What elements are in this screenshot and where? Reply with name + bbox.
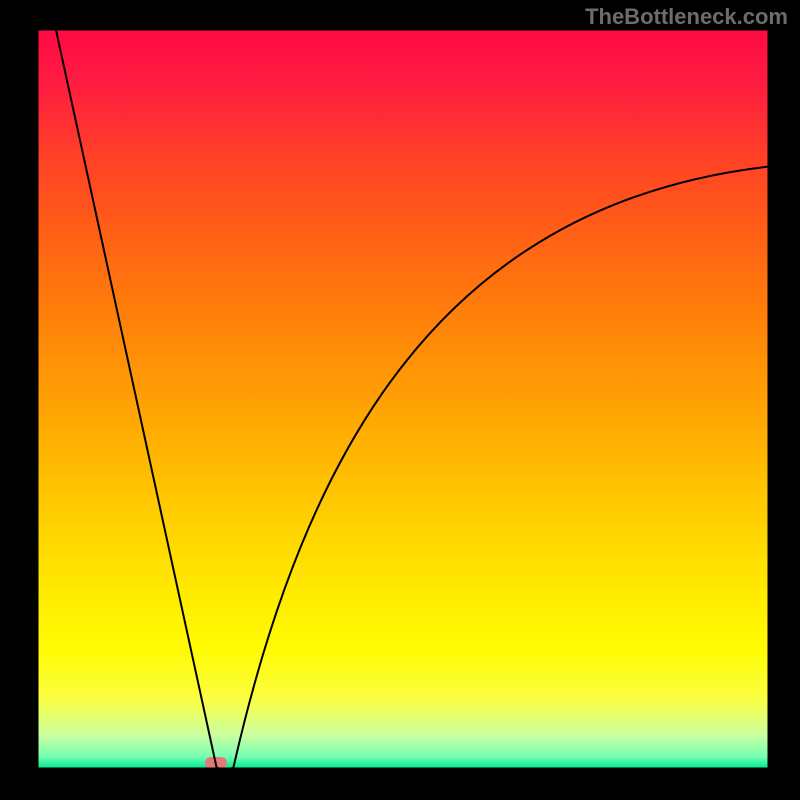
plot-background-gradient <box>38 30 768 768</box>
watermark-text: TheBottleneck.com <box>585 4 788 30</box>
chart-container: { "watermark": { "text": "TheBottleneck.… <box>0 0 800 800</box>
bottleneck-chart <box>0 0 800 800</box>
